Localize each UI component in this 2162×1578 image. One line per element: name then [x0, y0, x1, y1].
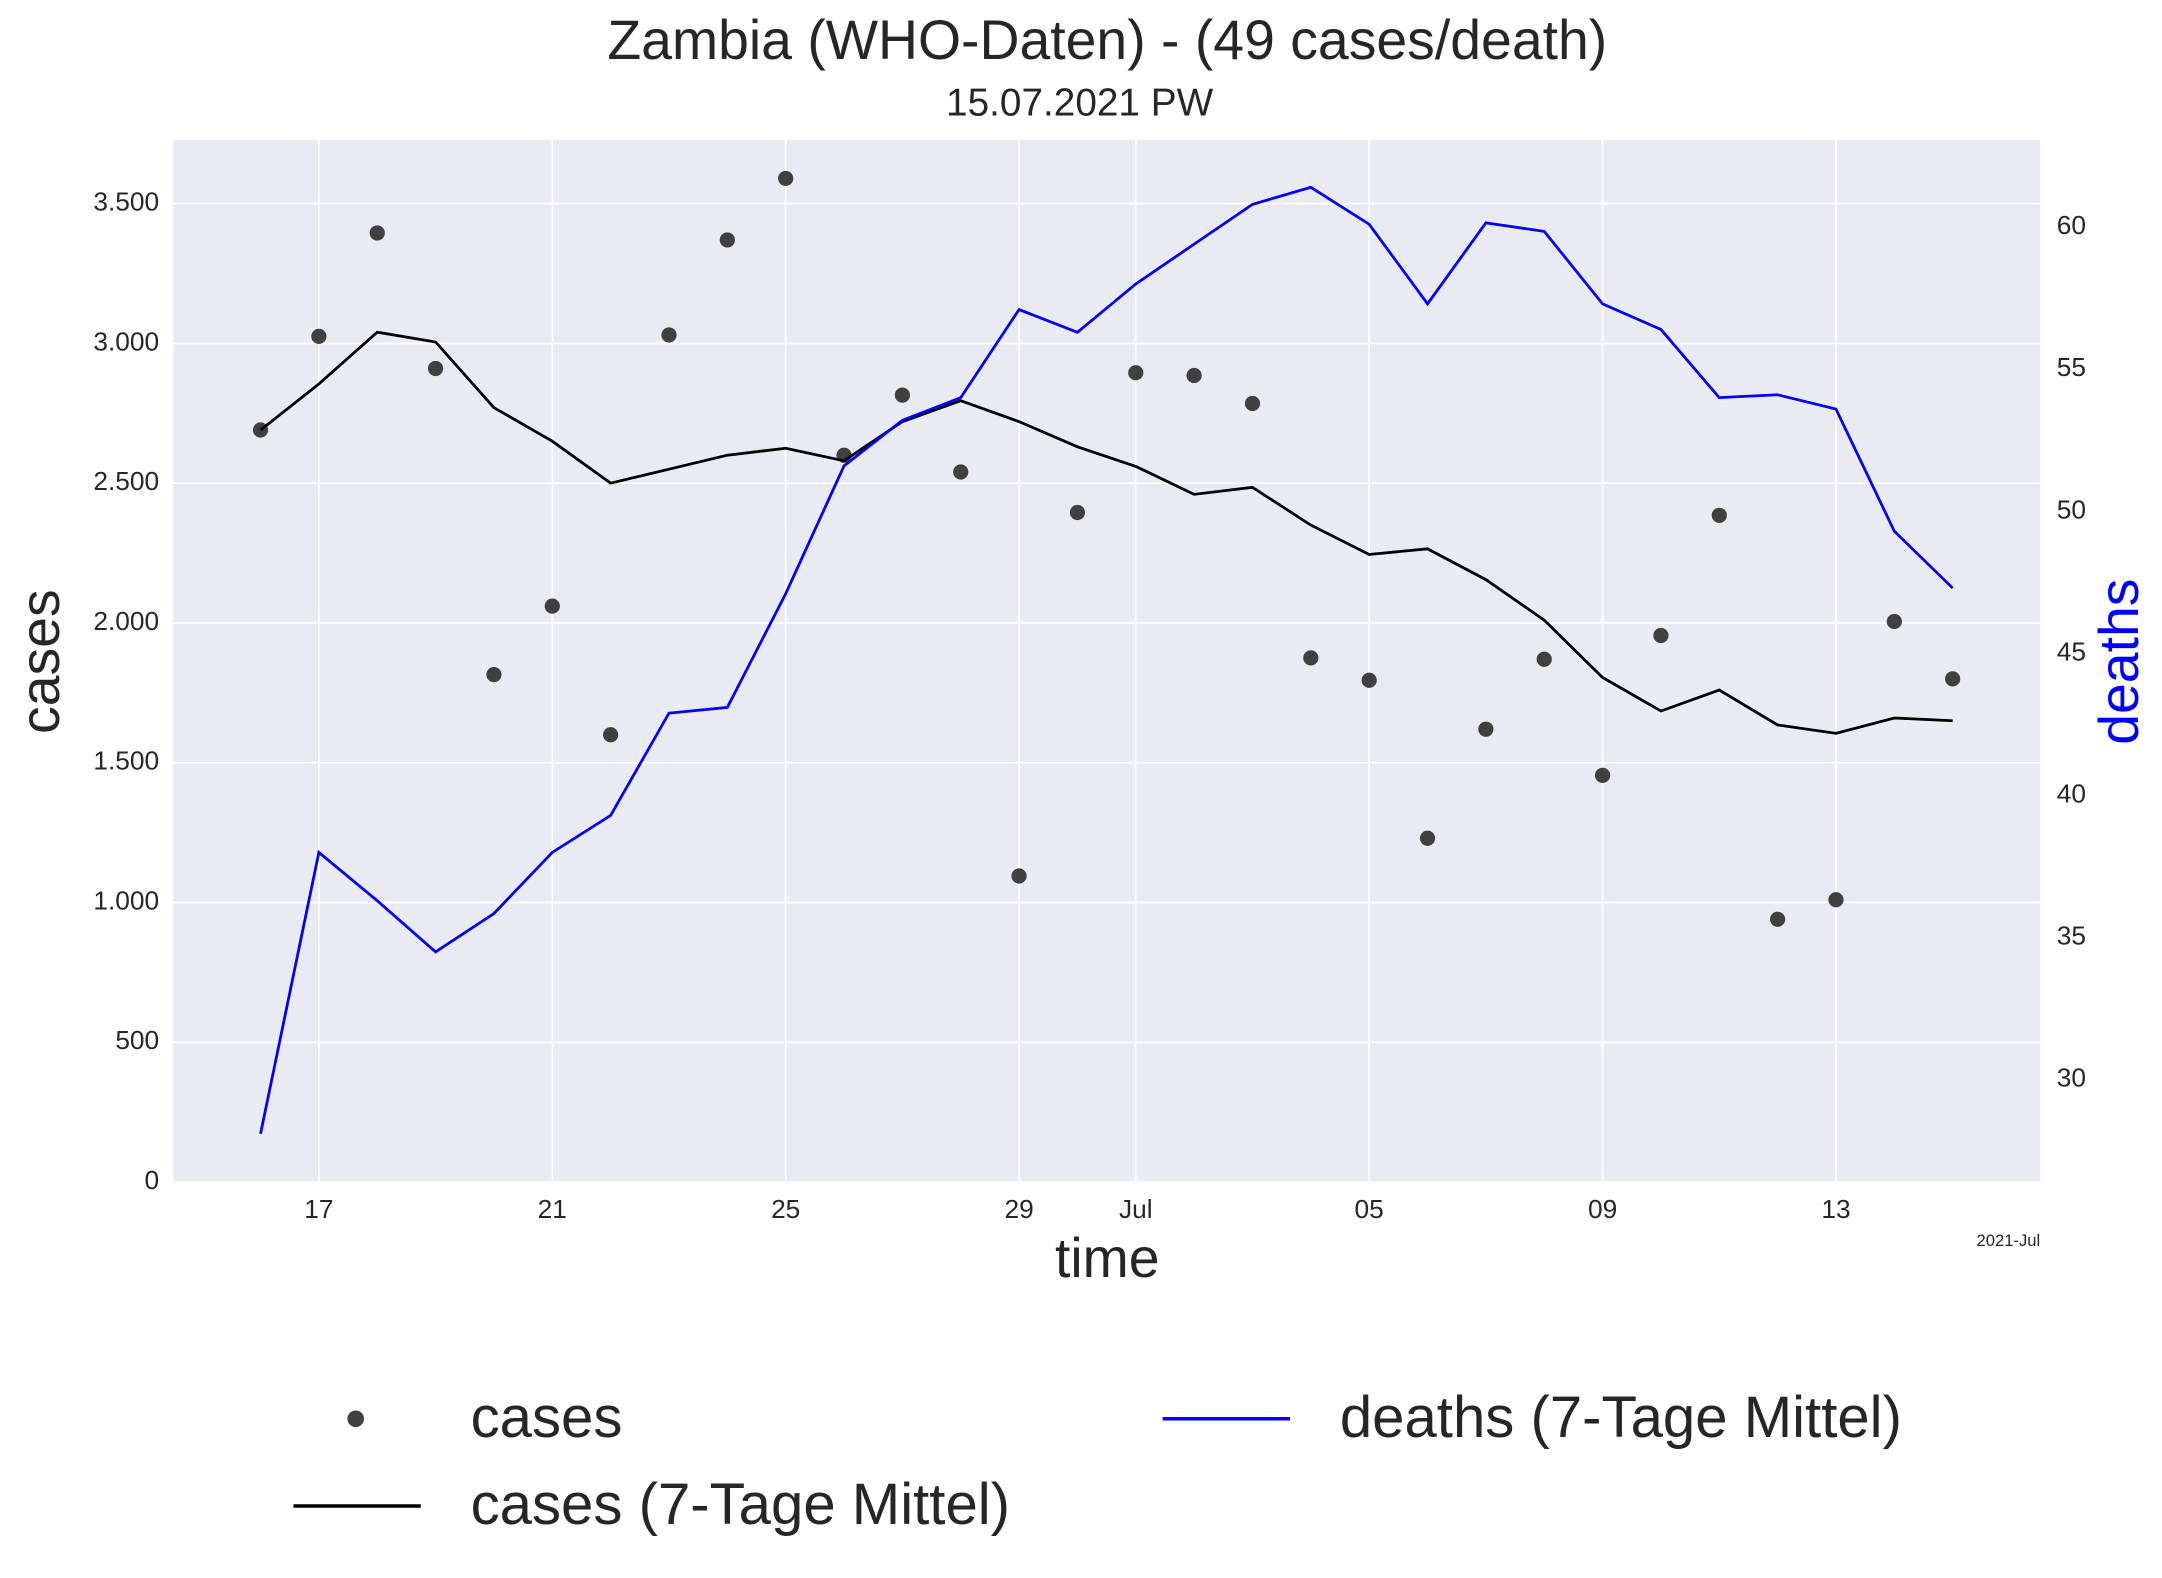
- point: [1128, 365, 1144, 381]
- point: [1711, 507, 1727, 523]
- legend-label: cases: [471, 1385, 623, 1450]
- point: [1653, 627, 1669, 644]
- point: [1419, 830, 1436, 846]
- x-tick-label: 09: [1588, 1194, 1617, 1224]
- legend-label: cases (7-Tage Mittel): [471, 1472, 1010, 1537]
- legend-label: deaths (7-Tage Mittel): [1340, 1385, 1902, 1450]
- point: [1069, 504, 1086, 521]
- grid: 0 500 1.000 1.500 2.000 2.500 3.000 3.500 30 35 40…: [93, 139, 2086, 1224]
- x-offset-label: 2021-Jul: [1977, 1231, 2041, 1250]
- plot-area: [173, 139, 2041, 1183]
- legend: cases cases (7-Tage Mittel) deaths (7-Tage…: [293, 1385, 1902, 1537]
- point: [1770, 911, 1786, 927]
- legend-marker: [347, 1410, 365, 1428]
- y2-tick-label: 50: [2057, 494, 2086, 524]
- point: [719, 232, 735, 248]
- y2-tick-label: 30: [2057, 1063, 2086, 1093]
- marks: [252, 170, 1961, 1135]
- x-tick-label: 29: [1004, 1194, 1033, 1224]
- x-tick-label: 13: [1821, 1194, 1850, 1224]
- point: [661, 327, 677, 343]
- point: [544, 598, 560, 614]
- point: [603, 727, 619, 743]
- point: [1011, 868, 1027, 884]
- point: [311, 328, 327, 344]
- point: [1478, 721, 1494, 737]
- x-tick-label: 25: [771, 1194, 800, 1224]
- y-axis-label: cases: [9, 589, 71, 734]
- point: [427, 360, 444, 377]
- y2-tick-label: 35: [2057, 921, 2086, 951]
- point: [369, 225, 385, 241]
- point: [1828, 892, 1844, 908]
- y2-tick-label: 60: [2057, 210, 2086, 240]
- point: [1186, 367, 1202, 384]
- y-tick-label: 1.000: [93, 885, 159, 915]
- y2-axis-label: deaths: [2088, 579, 2150, 745]
- y-tick-label: 3.000: [93, 326, 159, 356]
- line: [259, 185, 1954, 1135]
- point: [1886, 613, 1902, 630]
- x-tick-label: 17: [304, 1194, 333, 1224]
- chart-title: Zambia (WHO-Daten) - (49 cases/death): [607, 9, 1607, 71]
- y-tick-label: 500: [115, 1025, 159, 1055]
- x-tick-label: Jul: [1119, 1194, 1153, 1224]
- x-axis-label: time: [1055, 1227, 1160, 1289]
- y2-tick-label: 45: [2057, 636, 2086, 666]
- point: [894, 387, 910, 403]
- point: [1536, 651, 1552, 667]
- y2-tick-label: 55: [2057, 352, 2086, 382]
- point: [1303, 650, 1319, 666]
- chart-subtitle: 15.07.2021 PW: [946, 81, 1214, 124]
- point: [778, 170, 794, 187]
- y-tick-label: 3.500: [93, 187, 159, 217]
- point: [953, 464, 969, 480]
- point: [1594, 767, 1611, 783]
- x-tick-label: 05: [1355, 1194, 1384, 1224]
- point: [1945, 671, 1961, 687]
- x-tick-label: 21: [538, 1194, 567, 1224]
- line: [259, 330, 1953, 735]
- point: [486, 667, 502, 683]
- y2-tick-label: 40: [2057, 778, 2086, 808]
- y-tick-label: 0: [145, 1165, 160, 1195]
- point: [1361, 672, 1377, 688]
- y-tick-label: 1.500: [93, 746, 159, 776]
- y-tick-label: 2.000: [93, 606, 159, 636]
- y-tick-label: 2.500: [93, 466, 159, 496]
- point: [1244, 395, 1261, 412]
